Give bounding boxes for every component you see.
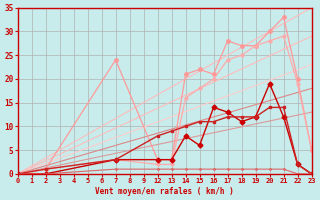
X-axis label: Vent moyen/en rafales ( km/h ): Vent moyen/en rafales ( km/h ) <box>95 187 234 196</box>
